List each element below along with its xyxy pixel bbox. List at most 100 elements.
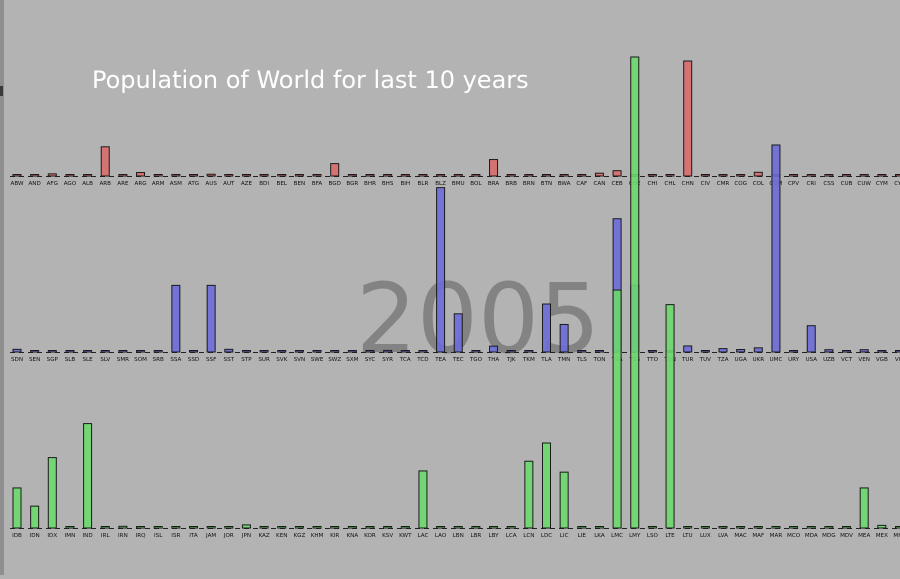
tick-label-ven: VEN xyxy=(858,357,870,363)
bar-uga xyxy=(737,350,745,352)
bar-lte xyxy=(666,305,674,528)
tick-label-cpv: CPV xyxy=(788,181,799,187)
tick-label-uga: UGA xyxy=(735,357,747,363)
tick-label-kna: KNA xyxy=(347,533,359,539)
tick-label-ita: ITA xyxy=(189,533,198,539)
bar-chi xyxy=(648,175,656,177)
bar-kor xyxy=(366,527,374,529)
bar-umc xyxy=(772,145,780,352)
tick-label-lca: LCA xyxy=(506,533,517,539)
bar-kgz xyxy=(295,527,303,529)
tick-label-sur: SUR xyxy=(258,357,270,363)
bar-tto xyxy=(648,351,656,353)
bar-arb xyxy=(101,147,109,176)
tick-label-bel: BEL xyxy=(277,181,288,187)
bar-vir xyxy=(896,351,900,353)
tick-label-ksv: KSV xyxy=(382,533,393,539)
bar-jpn xyxy=(242,525,250,528)
tick-label-tls: TLS xyxy=(576,357,588,363)
bar-tha xyxy=(490,346,498,352)
tick-label-kwt: KWT xyxy=(399,533,412,539)
tick-label-lby: LBY xyxy=(489,533,500,539)
tick-label-bgr: BGR xyxy=(346,181,358,187)
tick-label-are: ARE xyxy=(117,181,129,187)
bar-ven xyxy=(860,350,868,352)
bar-ago xyxy=(66,175,74,177)
bar-mar xyxy=(772,527,780,529)
bar-bgd xyxy=(331,164,339,176)
tick-label-afg: AFG xyxy=(47,181,58,187)
bar-irl xyxy=(101,527,109,529)
tick-label-arb: ARB xyxy=(99,181,111,187)
bar-sst xyxy=(225,349,233,352)
bar-ury xyxy=(790,351,798,353)
tick-label-sdn: SDN xyxy=(11,357,23,363)
bar-sgp xyxy=(48,351,56,353)
tick-label-tla: TLA xyxy=(540,357,552,363)
bar-kaz xyxy=(260,527,268,529)
bar-chn xyxy=(684,61,692,176)
tick-label-swz: SWZ xyxy=(328,357,341,363)
tick-label-kaz: KAZ xyxy=(258,533,269,539)
tick-label-blz: BLZ xyxy=(435,181,446,187)
bar-brb xyxy=(507,175,515,177)
tick-label-cmr: CMR xyxy=(717,181,730,187)
bar-tgo xyxy=(472,351,480,353)
tick-label-svn: SVN xyxy=(294,357,306,363)
tick-label-bmu: BMU xyxy=(452,181,465,187)
tick-label-tmn: TMN xyxy=(557,357,570,363)
bar-cyp xyxy=(896,175,900,177)
tick-label-slb: SLB xyxy=(65,357,76,363)
tick-label-kir: KIR xyxy=(330,533,339,539)
tick-label-syr: SYR xyxy=(382,357,393,363)
bar-uzb xyxy=(825,350,833,352)
bar-cpv xyxy=(790,175,798,177)
bar-lmc xyxy=(613,290,621,528)
tick-label-tza: TZA xyxy=(716,357,728,363)
tick-label-idb: IDB xyxy=(12,533,22,539)
tick-label-maf: MAF xyxy=(752,533,764,539)
bar-lby xyxy=(490,527,498,529)
bar-jor xyxy=(225,527,233,529)
tick-label-ago: AGO xyxy=(64,181,77,187)
tick-label-mdv: MDV xyxy=(840,533,853,539)
tick-label-bol: BOL xyxy=(470,181,482,187)
bar-irq xyxy=(137,527,145,529)
bar-bra xyxy=(490,160,498,176)
bar-can xyxy=(595,173,603,176)
bar-afg xyxy=(48,174,56,176)
bar-cmr xyxy=(719,174,727,176)
tick-label-irn: IRN xyxy=(118,533,128,539)
bar-tec xyxy=(454,314,462,352)
tick-label-smr: SMR xyxy=(117,357,129,363)
bar-ita xyxy=(190,527,198,529)
tick-label-ukr: UKR xyxy=(752,357,764,363)
tick-label-ssd: SSD xyxy=(188,357,199,363)
tick-label-bhr: BHR xyxy=(364,181,376,187)
tick-label-arg: ARG xyxy=(135,181,147,187)
tick-label-imn: IMN xyxy=(65,533,76,539)
bar-maf xyxy=(754,527,762,529)
tick-label-atg: ATG xyxy=(188,181,199,187)
bar-mea xyxy=(860,488,868,528)
bar-vgb xyxy=(878,351,886,353)
tick-label-lcn: LCN xyxy=(523,533,534,539)
tick-label-chi: CHI xyxy=(648,181,658,187)
tick-label-srb: SRB xyxy=(153,357,164,363)
tick-label-sxm: SXM xyxy=(346,357,358,363)
bar-lcn xyxy=(525,461,533,528)
bar-civ xyxy=(701,174,709,176)
bar-tza xyxy=(719,349,727,352)
bar-col xyxy=(754,172,762,176)
bar-tmn xyxy=(560,324,568,352)
tick-label-tto: TTO xyxy=(646,357,659,363)
tick-label-lmy: LMY xyxy=(629,533,641,539)
tick-label-brb: BRB xyxy=(505,181,517,187)
tick-label-idn: IDN xyxy=(30,533,40,539)
bar-cub xyxy=(843,175,851,177)
bar-bmu xyxy=(454,175,462,177)
bar-sxm xyxy=(348,351,356,353)
tick-label-ury: URY xyxy=(788,357,800,363)
bar-ssd xyxy=(190,351,198,353)
tick-label-jpn: JPN xyxy=(241,533,251,539)
